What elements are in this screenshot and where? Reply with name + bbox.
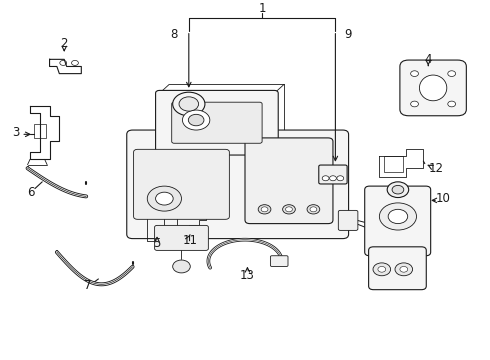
Text: 3: 3 (13, 126, 20, 139)
FancyBboxPatch shape (155, 225, 208, 251)
FancyBboxPatch shape (127, 130, 348, 239)
Text: 13: 13 (240, 269, 255, 282)
Circle shape (379, 203, 416, 230)
Circle shape (310, 207, 317, 212)
Text: 4: 4 (424, 53, 432, 66)
FancyBboxPatch shape (245, 138, 333, 224)
FancyBboxPatch shape (134, 149, 229, 219)
Circle shape (72, 60, 78, 66)
Circle shape (330, 176, 336, 181)
FancyBboxPatch shape (319, 165, 347, 184)
Circle shape (411, 71, 418, 76)
Circle shape (172, 260, 190, 273)
Circle shape (156, 192, 173, 205)
Text: 10: 10 (436, 192, 450, 205)
Circle shape (448, 71, 456, 76)
FancyBboxPatch shape (270, 256, 288, 266)
FancyBboxPatch shape (400, 60, 466, 116)
FancyBboxPatch shape (368, 247, 426, 290)
Circle shape (60, 60, 67, 66)
Circle shape (337, 176, 343, 181)
FancyBboxPatch shape (365, 186, 431, 256)
Ellipse shape (182, 227, 196, 233)
Circle shape (258, 205, 271, 214)
Circle shape (286, 207, 293, 212)
Circle shape (283, 205, 295, 214)
Circle shape (172, 92, 205, 116)
Circle shape (179, 97, 198, 111)
Text: 2: 2 (60, 37, 68, 50)
Circle shape (378, 266, 386, 272)
Text: 9: 9 (344, 28, 351, 41)
Circle shape (322, 176, 329, 181)
Circle shape (307, 205, 320, 214)
Text: 7: 7 (84, 279, 92, 292)
Text: 1: 1 (258, 2, 266, 15)
Text: 11: 11 (183, 234, 198, 247)
Text: 12: 12 (429, 162, 444, 175)
Text: 5: 5 (153, 237, 161, 250)
Circle shape (261, 207, 268, 212)
Text: 8: 8 (171, 28, 178, 41)
Circle shape (411, 101, 418, 107)
Circle shape (373, 263, 391, 276)
Circle shape (387, 182, 409, 198)
FancyBboxPatch shape (156, 90, 278, 155)
Circle shape (448, 101, 456, 107)
Circle shape (392, 185, 404, 194)
Circle shape (182, 110, 210, 130)
Circle shape (147, 186, 181, 211)
Circle shape (188, 114, 204, 126)
Bar (384, 156, 403, 172)
Circle shape (388, 209, 408, 224)
FancyBboxPatch shape (172, 102, 262, 143)
Bar (34, 124, 46, 138)
Circle shape (395, 263, 413, 276)
Text: 6: 6 (27, 186, 35, 199)
FancyBboxPatch shape (338, 210, 358, 230)
Ellipse shape (419, 75, 447, 101)
Circle shape (400, 266, 408, 272)
